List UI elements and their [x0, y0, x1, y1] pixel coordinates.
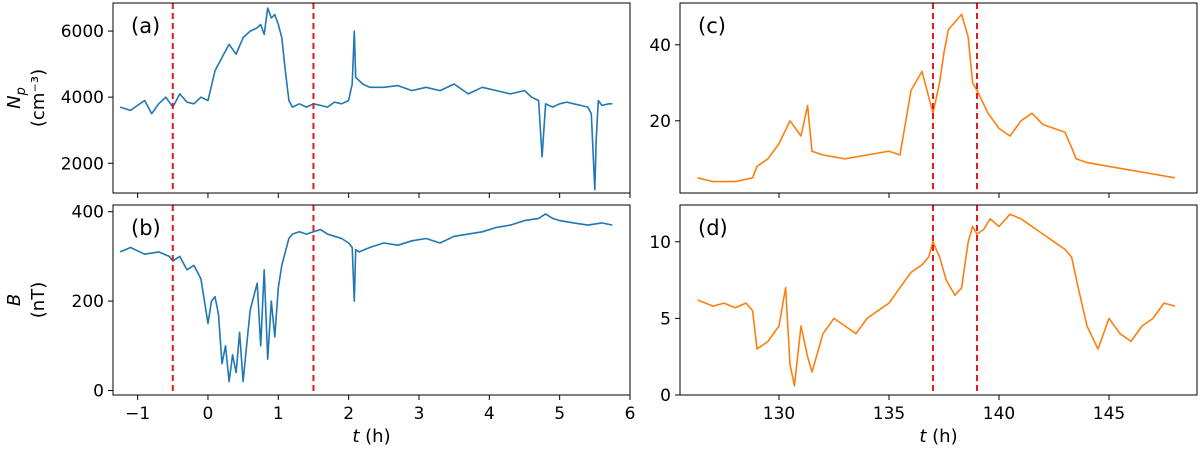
- y-tick-label: 6000: [61, 22, 104, 42]
- y-tick-label: 10: [649, 233, 671, 253]
- x-tick-label: 130: [763, 404, 795, 424]
- plot-frame: [679, 204, 1198, 396]
- y-tick-label: 40: [649, 36, 671, 56]
- panel-a: 2000 4000 6000 (a) Np(cm⁻³): [4, 2, 631, 198]
- x-tick-label: 3: [414, 404, 425, 424]
- series-line: [697, 213, 1176, 387]
- series-line: [697, 13, 1176, 183]
- y-tick-label: 2000: [61, 154, 104, 174]
- x-tick-label: 4: [484, 404, 495, 424]
- y-tick-label: 0: [660, 386, 671, 406]
- x-axis-label: t (h): [352, 426, 390, 447]
- panel-label: (b): [131, 216, 161, 240]
- x-tick-label: 1: [273, 404, 284, 424]
- x-axis-label: t (h): [919, 426, 957, 447]
- panel-label: (c): [698, 14, 726, 38]
- series-line: [119, 213, 613, 383]
- x-tick-label: 145: [1093, 404, 1125, 424]
- panel-b: −1 0 1 2 3 4 5 6 0 200 400 (b) t (h) B (nT): [4, 203, 635, 447]
- series-line: [119, 7, 613, 191]
- plot-frame: [679, 2, 1198, 194]
- y-axis-label: Np(cm⁻³): [4, 69, 49, 127]
- panel-label: (d): [698, 216, 728, 240]
- y-tick-label: 5: [660, 309, 671, 329]
- x-tick-label: 135: [873, 404, 905, 424]
- y-tick-label: 20: [649, 112, 671, 132]
- y-axis-label: B (nT): [4, 282, 49, 318]
- panel-c: 20 40 (c): [649, 2, 1198, 198]
- panel-d: 130 135 140 145 0 5 10 (d) t (h): [649, 204, 1198, 447]
- plot-frame: [112, 2, 631, 194]
- panel-label: (a): [131, 14, 160, 38]
- x-tick-label: 6: [625, 404, 636, 424]
- x-tick-label: 2: [343, 404, 354, 424]
- x-tick-label: −1: [125, 404, 150, 424]
- y-tick-label: 400: [72, 203, 104, 223]
- y-tick-label: 0: [93, 382, 104, 402]
- y-tick-label: 4000: [61, 88, 104, 108]
- plot-frame: [112, 204, 631, 396]
- x-tick-label: 0: [203, 404, 214, 424]
- x-tick-label: 5: [554, 404, 565, 424]
- x-tick-label: 140: [983, 404, 1015, 424]
- y-tick-label: 200: [72, 292, 104, 312]
